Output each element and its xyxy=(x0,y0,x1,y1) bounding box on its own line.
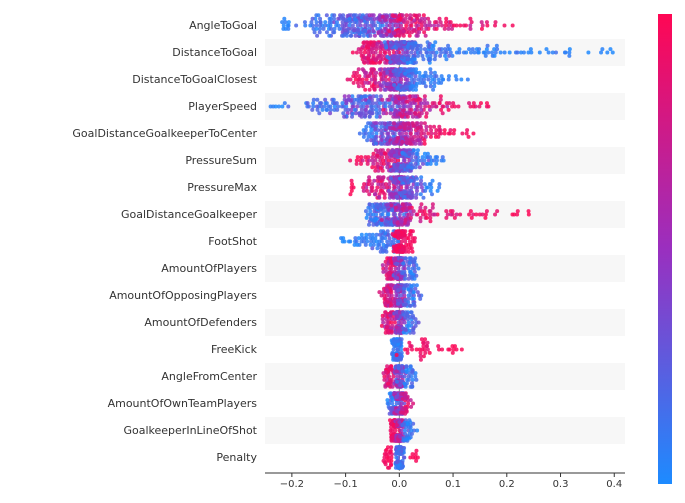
feature-label: AmountOfOpposingPlayers xyxy=(109,289,257,302)
feature-label: GoalDistanceGoalkeeper xyxy=(121,208,257,221)
xtick-label: −0.2 xyxy=(280,479,304,490)
feature-label: DistanceToGoal xyxy=(172,46,257,59)
feature-label: PlayerSpeed xyxy=(188,100,257,113)
xtick-label: 0.0 xyxy=(391,479,407,490)
xtick-label: −0.1 xyxy=(333,479,357,490)
feature-label: AmountOfOwnTeamPlayers xyxy=(108,397,257,410)
feature-label: Penalty xyxy=(216,451,257,464)
colorbar xyxy=(658,14,672,484)
feature-label: FootShot xyxy=(208,235,257,248)
xtick-label: 0.2 xyxy=(499,479,515,490)
feature-label: AmountOfDefenders xyxy=(144,316,257,329)
xtick-label: 0.3 xyxy=(553,479,569,490)
beeswarm-plot xyxy=(0,0,685,503)
xtick-label: 0.1 xyxy=(445,479,461,490)
xtick-label: 0.4 xyxy=(606,479,622,490)
feature-label: PressureMax xyxy=(187,181,257,194)
feature-label: PressureSum xyxy=(185,154,257,167)
feature-label: GoalDistanceGoalkeeperToCenter xyxy=(72,127,257,140)
feature-label: AmountOfPlayers xyxy=(161,262,257,275)
feature-label: FreeKick xyxy=(211,343,257,356)
feature-label: DistanceToGoalClosest xyxy=(132,73,257,86)
feature-label: AngleToGoal xyxy=(189,19,257,32)
feature-label: AngleFromCenter xyxy=(161,370,257,383)
feature-label: GoalkeeperInLineOfShot xyxy=(123,424,257,437)
